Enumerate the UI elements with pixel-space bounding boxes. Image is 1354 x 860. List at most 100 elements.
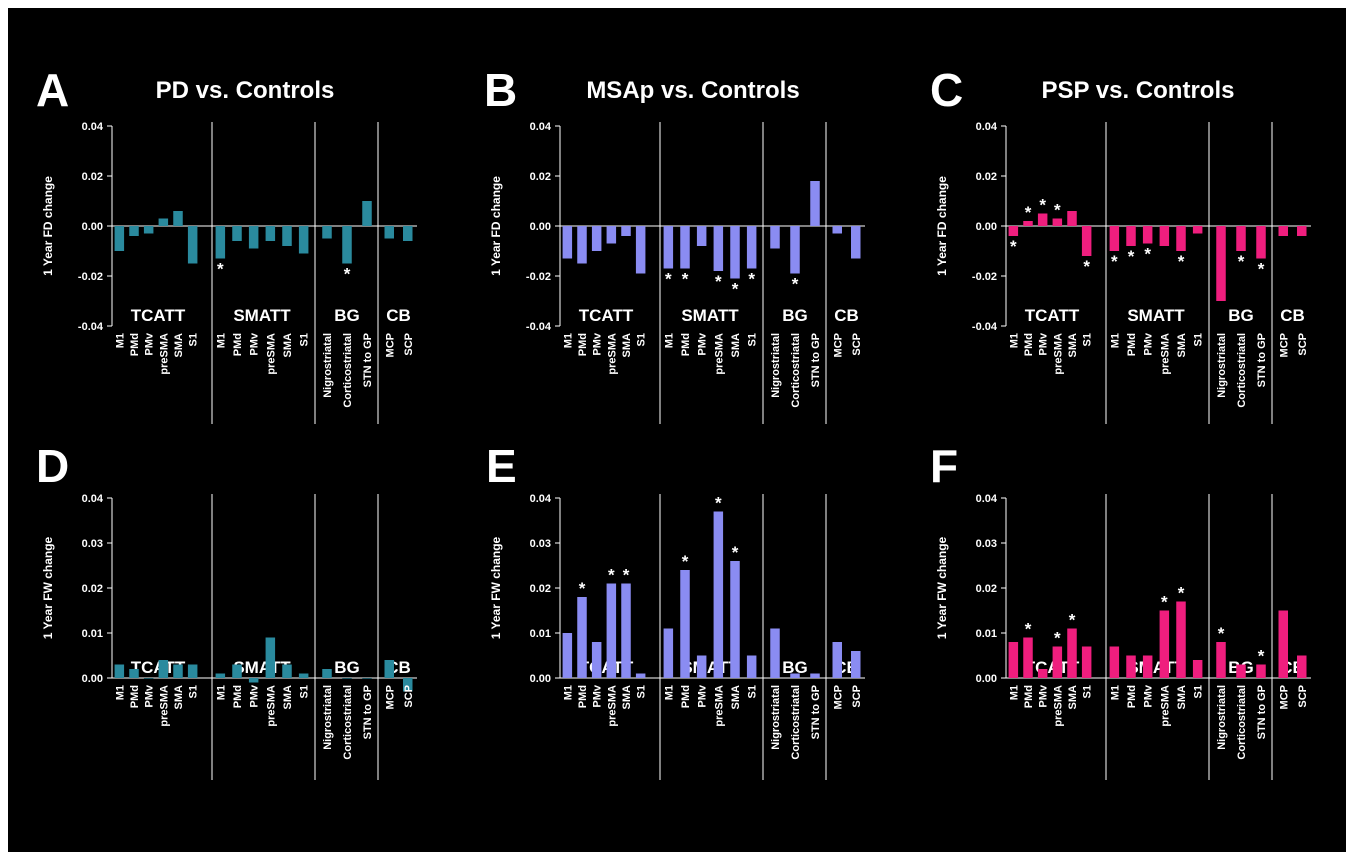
x-tick-label: PMd [129, 685, 141, 708]
bar [810, 673, 820, 678]
x-tick-label: SMA [730, 333, 742, 358]
significance-marker: * [682, 270, 689, 289]
x-tick-label: SMA [621, 685, 633, 710]
y-tick-label: 0.00 [82, 221, 103, 233]
x-tick-label: PMv [1038, 684, 1050, 708]
bar [591, 642, 602, 678]
x-tick-label: PMd [1126, 333, 1138, 356]
y-tick-label: 0.01 [976, 628, 997, 640]
bar [790, 226, 800, 274]
chart-title: MSAp vs. Controls [586, 77, 799, 104]
group-label-smatt: SMATT [1127, 658, 1185, 677]
x-tick-label: preSMA [713, 685, 725, 727]
x-tick-label: SMA [730, 685, 742, 710]
x-tick-label: SMA [173, 333, 185, 358]
bar [114, 226, 125, 251]
significance-marker: * [608, 566, 615, 585]
x-tick-label: preSMA [265, 333, 277, 375]
x-tick-label: preSMA [1159, 685, 1171, 727]
figure: A PD vs. Controls 1 Year FD change 0.04 0.02… [8, 8, 1346, 852]
y-tick-label: 0.00 [530, 221, 551, 233]
x-tick-label: Nigrostriatal [770, 685, 782, 750]
bar [143, 226, 154, 234]
bar [1278, 226, 1288, 236]
bar [265, 637, 276, 678]
x-tick-label: PMv [1143, 684, 1155, 708]
bar [1109, 226, 1120, 251]
x-tick-label: PMd [1126, 685, 1138, 708]
x-tick-label: PMv [144, 332, 156, 356]
x-tick-label: S1 [1082, 685, 1094, 698]
bar [173, 211, 183, 226]
bar [663, 226, 674, 269]
x-tick-label: PMd [1023, 333, 1035, 356]
bar [577, 226, 587, 264]
chart-panel-b: B MSAp vs. Controls 1 Year FD change 0.04 0.… [484, 64, 865, 424]
y-tick-label: 0.03 [530, 538, 551, 550]
x-tick-label: M1 [562, 333, 574, 348]
x-tick-label: M1 [562, 685, 574, 700]
y-tick-label: 0.00 [976, 673, 997, 685]
y-tick-label: 0.00 [976, 221, 997, 233]
x-tick-label: S1 [299, 685, 311, 698]
y-axis-label: 1 Year FW change [935, 536, 949, 639]
y-axis-label: 1 Year FW change [41, 536, 55, 639]
bar [114, 664, 125, 678]
group-label-cb: CB [1280, 306, 1305, 325]
significance-marker: * [732, 280, 739, 299]
bar [403, 226, 413, 241]
x-tick-label: preSMA [1159, 333, 1171, 375]
bar [1023, 637, 1033, 678]
x-tick-label: Nigrostriatal [1216, 333, 1228, 398]
x-tick-label: PMv [697, 332, 709, 356]
x-tick-label: SCP [851, 685, 863, 708]
group-label-bg: BG [1228, 306, 1254, 325]
x-tick-label: S1 [747, 333, 759, 346]
y-tick-label: 0.04 [530, 121, 552, 133]
bar [790, 673, 800, 678]
bar [680, 570, 690, 678]
bar [1278, 610, 1288, 678]
bar [384, 226, 394, 239]
bar [663, 628, 674, 678]
x-tick-label: M1 [215, 333, 227, 348]
x-tick-label: MCP [1278, 685, 1290, 709]
bar [129, 669, 139, 678]
bar [129, 226, 139, 236]
y-axis-label: 1 Year FW change [489, 536, 503, 639]
x-tick-label: PMd [577, 333, 589, 356]
x-tick-label: M1 [114, 685, 126, 700]
bar [713, 226, 724, 271]
significance-marker: * [623, 566, 630, 585]
x-tick-label: preSMA [265, 685, 277, 727]
group-label-smatt: SMATT [681, 658, 739, 677]
y-tick-label: 0.04 [976, 121, 998, 133]
x-tick-label: PMv [697, 684, 709, 708]
bar [832, 642, 842, 678]
significance-marker: * [1161, 593, 1168, 612]
significance-marker: * [792, 275, 799, 294]
x-tick-label: STN to GP [810, 333, 822, 387]
significance-marker: * [1258, 260, 1265, 279]
bar [696, 655, 707, 678]
x-tick-label: SMA [282, 333, 294, 358]
x-tick-label: PMv [1038, 332, 1050, 356]
x-tick-label: S1 [188, 685, 200, 698]
x-tick-label: M1 [215, 685, 227, 700]
significance-marker: * [1010, 237, 1017, 256]
y-tick-label: 0.04 [976, 493, 998, 505]
x-tick-label: SMA [173, 685, 185, 710]
bar [1081, 226, 1092, 256]
significance-marker: * [1039, 196, 1046, 215]
chart-panel-c: C PSP vs. Controls 1 Year FD change 0.04 0.0… [930, 64, 1311, 424]
bar [746, 226, 757, 269]
bar [1159, 610, 1170, 678]
x-tick-label: MCP [832, 685, 844, 709]
bar [606, 583, 617, 678]
x-tick-label: Corticostriatal [790, 685, 802, 760]
y-tick-label: -0.02 [972, 271, 997, 283]
bar [342, 226, 352, 264]
x-tick-label: S1 [1082, 333, 1094, 346]
x-tick-label: PMv [592, 332, 604, 356]
x-tick-label: PMd [129, 333, 141, 356]
